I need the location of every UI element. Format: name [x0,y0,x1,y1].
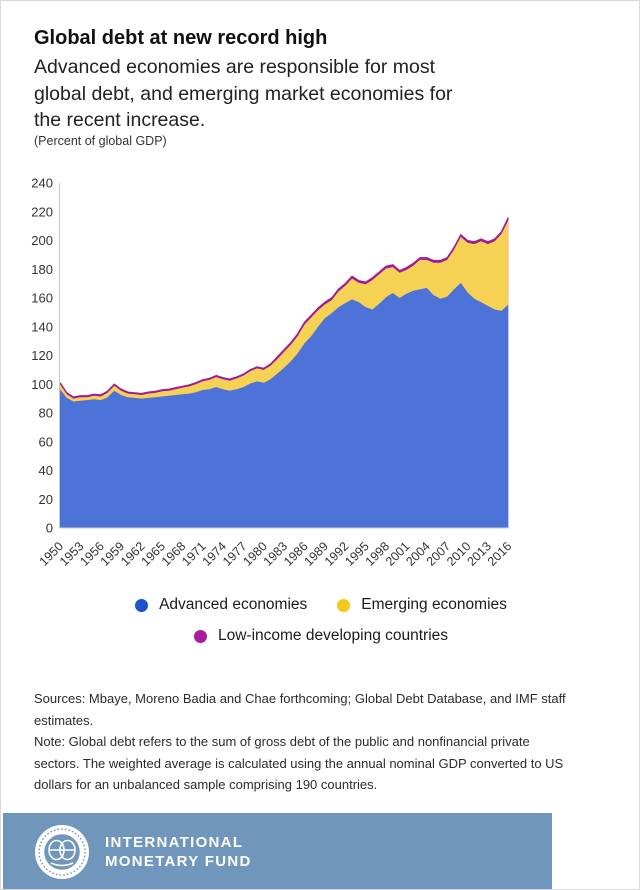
stacked-area-chart: 0 20 40 60 80 100 120 140 160 180 200 220 240 195019… [31,176,515,569]
chart-axes [59,183,509,529]
subtitle-line: Advanced economies are responsible for m… [34,56,436,78]
y-tick-label: 80 [39,406,53,421]
imf-org-name: INTERNATIONAL MONETARY FUND [105,833,252,871]
chart-area-series [59,217,509,528]
note-line: Note: Global debt refers to the sum of g… [34,734,530,749]
legend-item-emerging: Emerging economies [337,596,507,614]
y-axis-unit-label: (Percent of global GDP) [34,134,167,148]
y-tick-label: 180 [31,262,53,277]
page-title: Global debt at new record high [34,27,328,49]
y-tick-label: 200 [31,233,53,248]
legend-label-emerging: Emerging economies [361,596,507,613]
note-line: sectors. The weighted average is calcula… [34,755,564,771]
note-line: dollars for an unbalanced sample compris… [34,777,378,792]
sources-line: Sources: Mbaye, Moreno Badia and Chae fo… [34,691,566,706]
subtitle-line: the recent increase. [34,109,206,131]
low-income-top-line [59,217,509,398]
y-tick-label: 140 [31,319,53,334]
y-tick-label: 20 [39,492,53,507]
subtitle-line: global debt, and emerging market economi… [34,82,453,105]
y-tick-label: 0 [46,521,53,536]
imf-seal-icon [35,825,89,879]
advanced-economies-dot-icon [135,598,149,612]
legend-row-1: Advanced economies Emerging economies [135,596,507,614]
chart-legend: Advanced economies Emerging economies Lo… [1,596,639,645]
imf-org-line: MONETARY FUND [105,853,252,870]
y-axis-tick-labels: 0 20 40 60 80 100 120 140 160 180 200 220 240 [31,176,53,536]
emerging-economies-dot-icon [337,598,351,612]
legend-row-2: Low-income developing countries [193,627,449,645]
imf-org-line: INTERNATIONAL [105,834,244,851]
area-advanced-economies [60,282,509,528]
x-axis-tick-labels: 1950195319561959196219651968197119741977… [37,539,515,569]
legend-label-advanced: Advanced economies [159,596,308,613]
y-tick-label: 240 [31,176,53,191]
y-tick-label: 100 [31,377,53,392]
y-tick-label: 40 [39,463,53,478]
page-subtitle: Advanced economies are responsible for m… [34,54,452,134]
y-tick-label: 120 [31,348,53,363]
x-tick-label: 2016 [485,539,515,569]
legend-label-lidc: Low-income developing countries [217,627,449,644]
low-income-countries-dot-icon [193,629,207,643]
y-tick-label: 160 [31,291,53,306]
imf-footer-bar: INTERNATIONAL MONETARY FUND [3,813,552,889]
legend-item-advanced: Advanced economies [135,596,307,614]
chart-footnotes: Sources: Mbaye, Moreno Badia and Chae fo… [34,688,609,796]
y-tick-label: 60 [39,434,53,449]
sources-line: estimates. [34,712,94,728]
legend-item-lidc: Low-income developing countries [193,627,449,645]
y-tick-label: 220 [31,204,53,219]
